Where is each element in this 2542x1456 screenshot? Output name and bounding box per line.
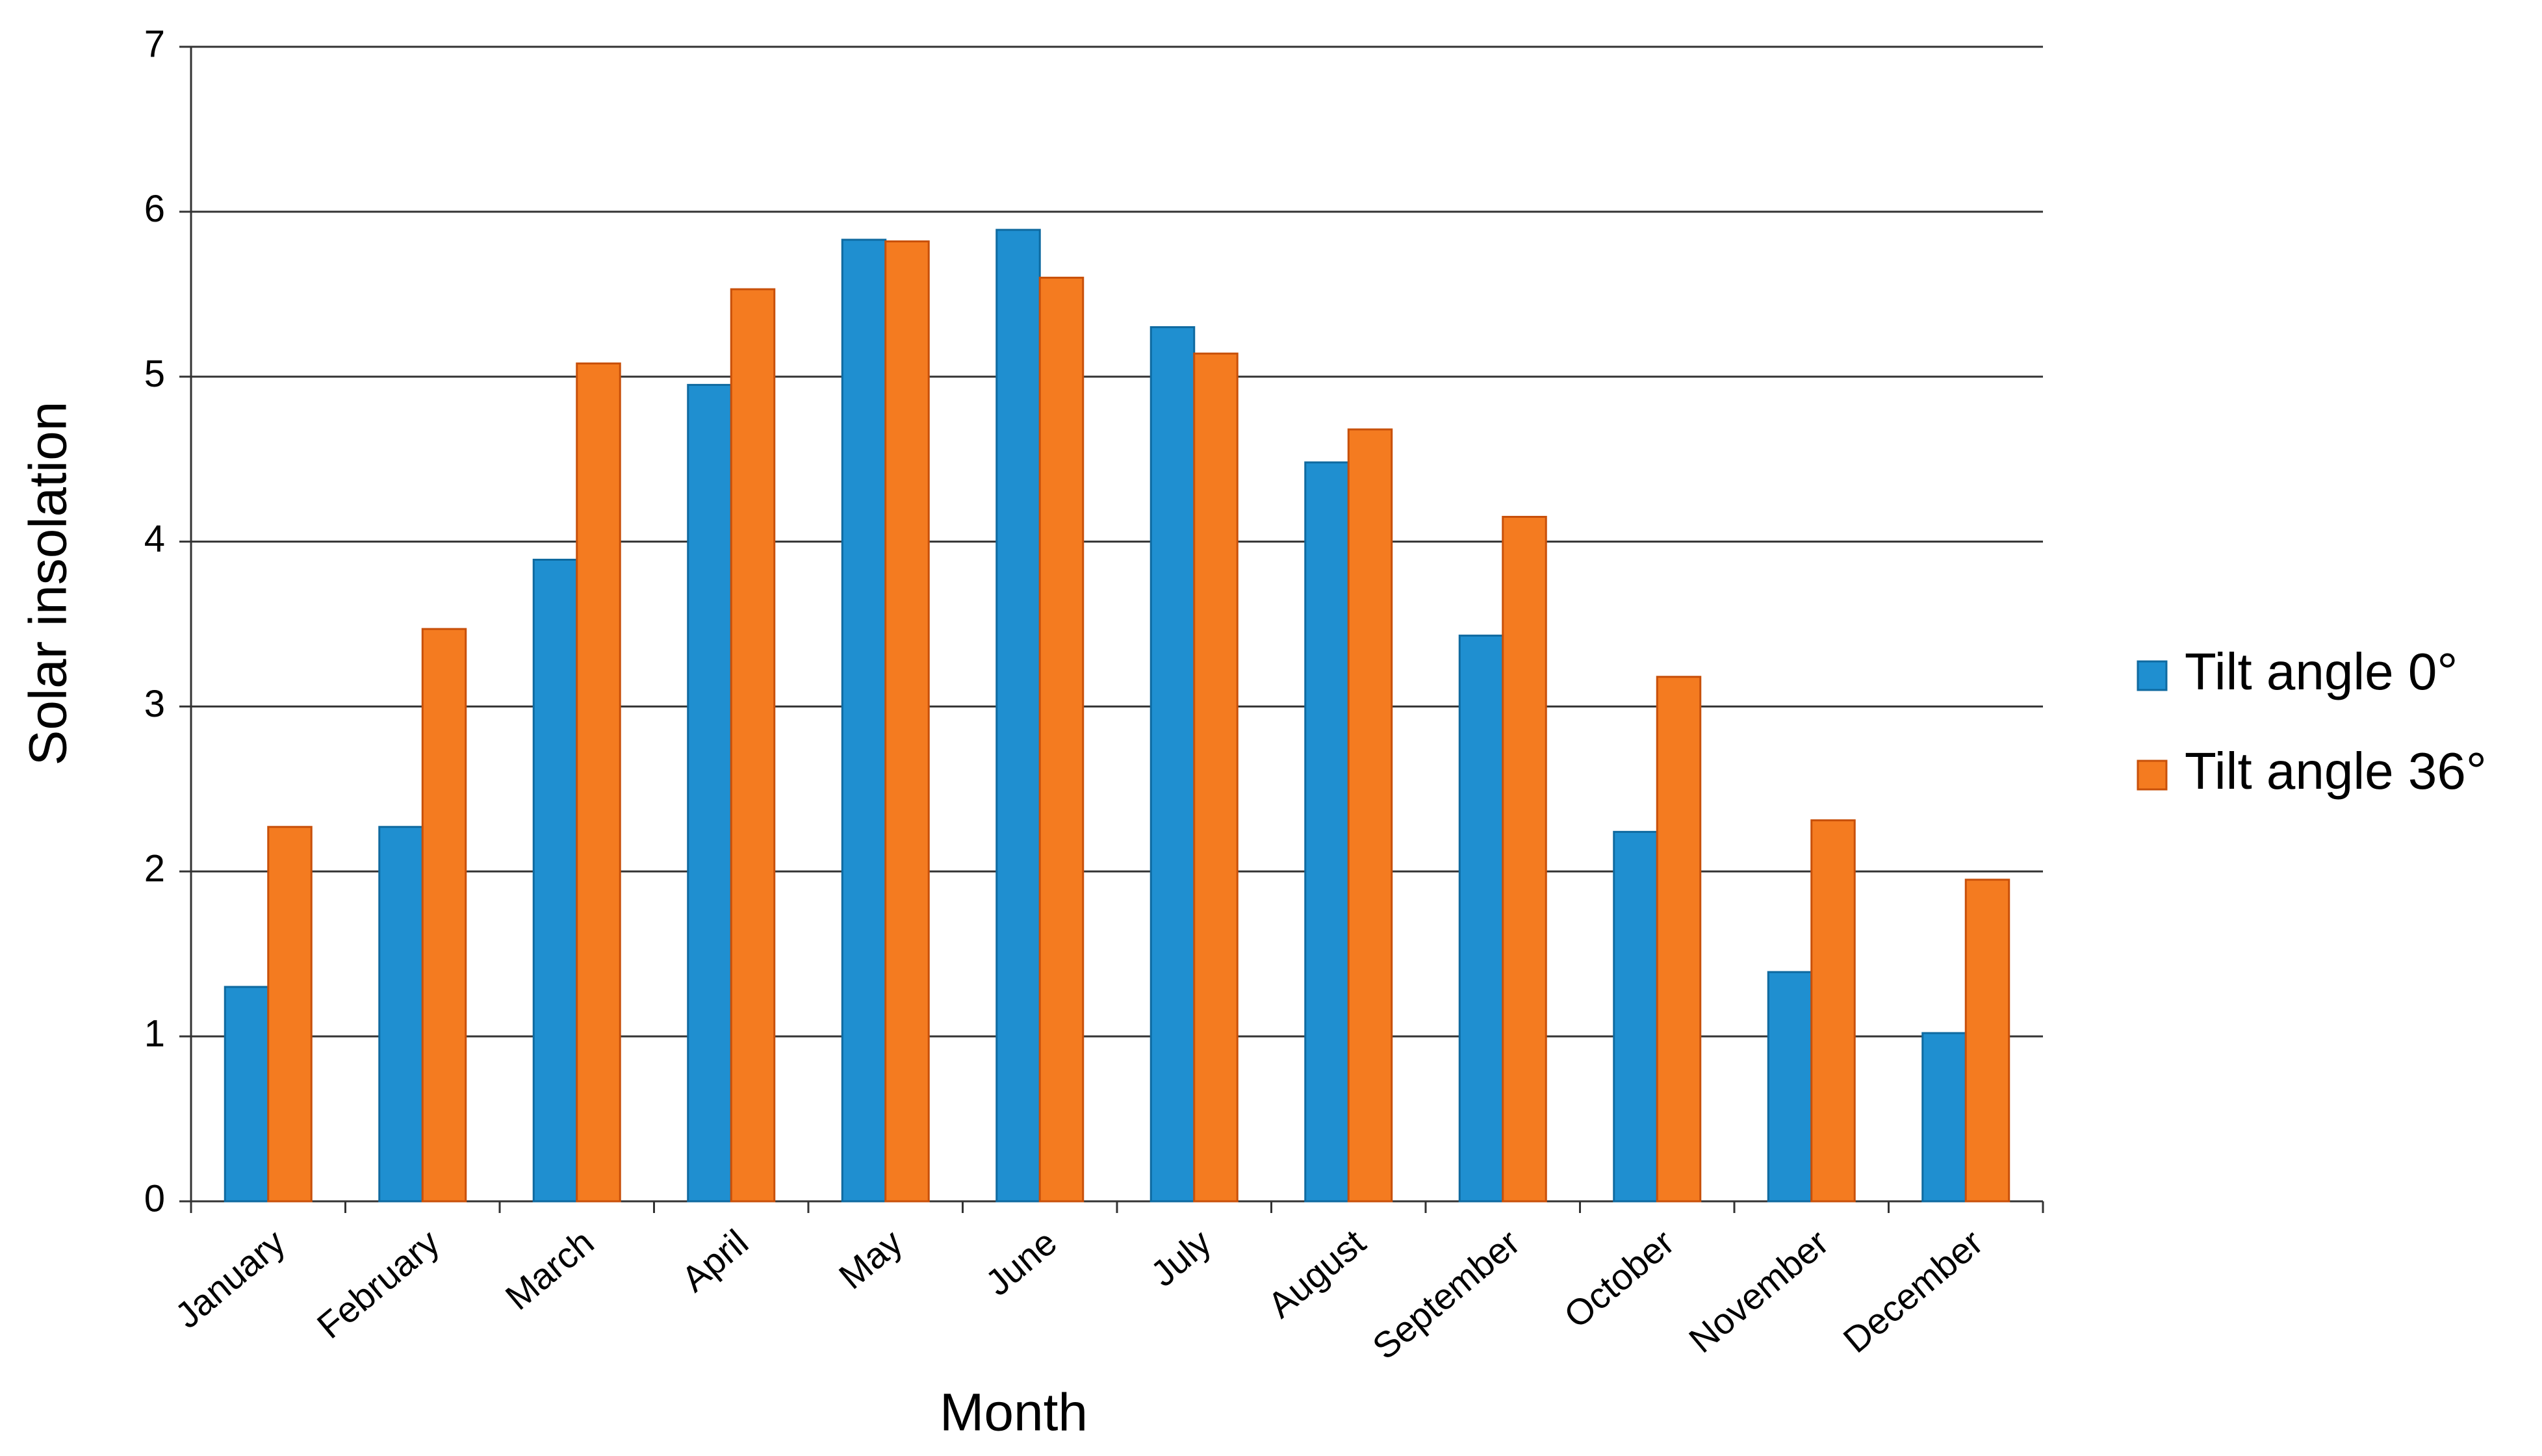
bar	[1149, 326, 1196, 1203]
y-axis-label: Solar insolation	[19, 402, 78, 766]
bar	[224, 986, 270, 1203]
legend-label: Tilt angle 0°	[2185, 643, 2458, 700]
bar	[1964, 878, 2010, 1203]
bar	[687, 383, 732, 1203]
bar	[1304, 461, 1350, 1203]
bar	[267, 826, 313, 1203]
x-tick-label: February	[309, 1221, 447, 1346]
bar	[421, 628, 467, 1203]
bar	[1193, 352, 1239, 1203]
x-tick-label: March	[498, 1221, 602, 1318]
bar	[884, 240, 930, 1203]
bar	[532, 558, 578, 1203]
bar	[1347, 428, 1393, 1203]
bar	[1921, 1032, 1967, 1203]
bar	[1613, 830, 1658, 1203]
bar	[1767, 971, 1813, 1203]
bar	[576, 362, 621, 1203]
bar	[1038, 276, 1085, 1203]
y-tick-label: 5	[144, 353, 165, 395]
y-tick-label: 1	[144, 1012, 165, 1054]
y-tick-label: 4	[144, 518, 165, 560]
bar	[1458, 634, 1504, 1203]
bar	[1656, 676, 1702, 1203]
bar	[1810, 819, 1856, 1203]
x-tick-label: April	[674, 1221, 756, 1299]
legend-swatch	[2137, 760, 2168, 791]
bar	[995, 229, 1041, 1203]
x-tick-label: December	[1836, 1221, 1990, 1360]
y-tick-label: 6	[144, 188, 165, 230]
y-tick-label: 7	[144, 23, 165, 65]
y-tick-label: 2	[144, 848, 165, 890]
bar	[1502, 515, 1547, 1203]
x-tick-label: July	[1143, 1221, 1219, 1294]
x-tick-label: October	[1556, 1221, 1682, 1336]
x-tick-label: September	[1365, 1221, 1527, 1367]
x-tick-label: August	[1260, 1221, 1373, 1326]
y-tick-label: 3	[144, 683, 165, 725]
bar	[730, 288, 776, 1203]
x-tick-label: June	[977, 1221, 1064, 1303]
x-tick-label: January	[167, 1221, 292, 1336]
legend-swatch	[2137, 660, 2168, 691]
legend-label: Tilt angle 36°	[2185, 742, 2487, 800]
x-tick-label: May	[831, 1221, 910, 1297]
bar	[841, 238, 887, 1203]
x-tick-label: November	[1681, 1221, 1836, 1360]
bar	[378, 826, 424, 1203]
y-tick-label: 0	[144, 1177, 165, 1220]
x-axis-label: Month	[940, 1383, 1088, 1442]
